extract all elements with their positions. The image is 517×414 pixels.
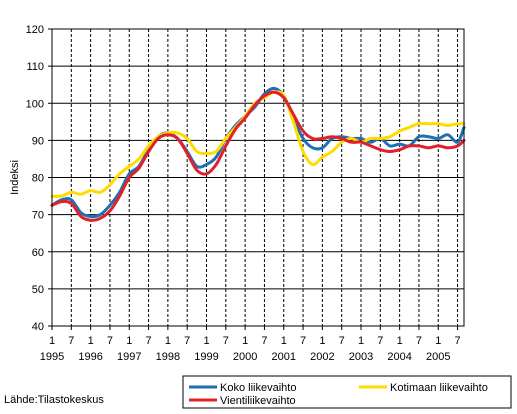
x-tick-year-label: 2003 [349, 351, 373, 363]
y-tick-label: 120 [26, 24, 44, 36]
legend: Koko liikevaihto Kotimaan liikevaihto Vien… [182, 375, 512, 409]
y-tick-label: 110 [26, 61, 44, 73]
vertical-gridlines [70, 29, 459, 326]
x-axis-ticks: 1 7 1 7 1 7 1 7 1 7 1 7 1 7 1 7 1 7 1 7 1 7 1995 1996 1997 1998 19… [40, 326, 461, 363]
x-tick-year-label: 1995 [40, 351, 64, 363]
series-lines [50, 86, 466, 222]
source-note: Lähde:Tilastokeskus [4, 394, 104, 406]
x-tick-month-label: 1 [281, 335, 287, 347]
x-tick-year-label: 2004 [387, 351, 411, 363]
x-tick-year-label: 1997 [117, 351, 141, 363]
y-tick-label: 80 [32, 173, 44, 185]
x-tick-month-label: 7 [184, 335, 190, 347]
y-tick-label: 100 [26, 98, 44, 110]
x-tick-month-label: 1 [319, 335, 325, 347]
x-tick-month-label: 7 [68, 335, 74, 347]
x-tick-month-label: 1 [397, 335, 403, 347]
x-tick-month-label: 1 [49, 335, 55, 347]
legend-label-vientiliikevaihto: Vientiliikevaihto [220, 395, 296, 407]
x-tick-month-label: 7 [339, 335, 345, 347]
x-tick-year-label: 2001 [272, 351, 296, 363]
y-axis-ticks: 40 50 60 70 80 90 100 110 120 [26, 24, 52, 333]
y-tick-label: 70 [32, 210, 44, 222]
x-tick-month-label: 7 [416, 335, 422, 347]
x-tick-year-label: 2002 [310, 351, 334, 363]
x-tick-year-label: 2005 [426, 351, 450, 363]
x-tick-month-label: 7 [300, 335, 306, 347]
legend-label-koko-liikevaihto: Koko liikevaihto [220, 382, 296, 394]
x-tick-month-label: 1 [358, 335, 364, 347]
y-tick-label: 90 [32, 135, 44, 147]
x-tick-year-label: 1996 [78, 351, 102, 363]
x-tick-month-label: 1 [126, 335, 132, 347]
y-tick-label: 60 [32, 247, 44, 259]
x-tick-month-label: 1 [203, 335, 209, 347]
legend-label-kotimaan-liikevaihto: Kotimaan liikevaihto [390, 382, 488, 394]
series-line-koko-liikevaihto [50, 86, 466, 219]
x-tick-month-label: 7 [455, 335, 461, 347]
x-tick-month-label: 7 [261, 335, 267, 347]
x-tick-month-label: 1 [435, 335, 441, 347]
x-tick-year-label: 2000 [233, 351, 257, 363]
x-tick-month-label: 7 [146, 335, 152, 347]
x-tick-year-label: 1999 [194, 351, 218, 363]
x-tick-month-label: 7 [377, 335, 383, 347]
y-axis-label: Indeksi [9, 160, 21, 195]
x-tick-month-label: 1 [88, 335, 94, 347]
series-line-vientiliikevaihto [50, 90, 466, 222]
x-tick-month-label: 1 [165, 335, 171, 347]
y-tick-label: 40 [32, 321, 44, 333]
x-tick-month-label: 7 [223, 335, 229, 347]
x-tick-month-label: 1 [242, 335, 248, 347]
legend-box [182, 375, 512, 409]
x-tick-month-label: 7 [107, 335, 113, 347]
x-tick-year-label: 1998 [156, 351, 180, 363]
horizontal-gridlines [52, 28, 464, 327]
y-tick-label: 50 [32, 284, 44, 296]
